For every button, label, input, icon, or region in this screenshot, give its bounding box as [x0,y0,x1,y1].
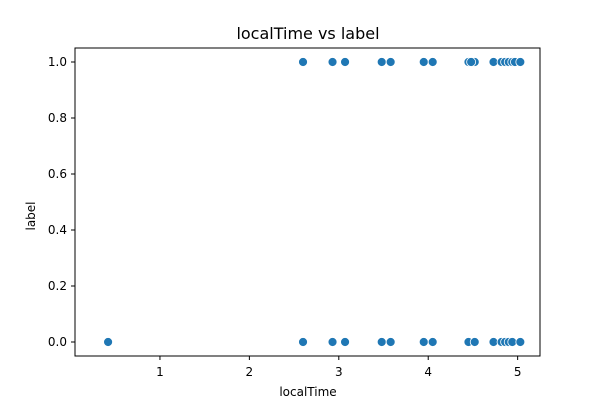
scatter-point [376,57,387,67]
chart-title: localTime vs label [236,24,379,43]
scatter-point [340,57,350,67]
y-tick-label: 0.0 [48,335,67,349]
scatter-point [340,337,350,347]
scatter-point [385,337,396,347]
x-axis: 1 2 3 4 5 [156,356,521,379]
x-tick-label: 2 [246,365,254,379]
scatter-point [515,57,526,67]
scatter-point [427,337,438,347]
scatter-point [298,57,308,67]
x-tick-label: 3 [335,365,343,379]
scatter-point [418,337,429,347]
data-points [103,57,526,347]
plot-area [74,47,541,357]
scatter-point [103,337,113,347]
x-tick-label: 1 [156,365,164,379]
scatter-point [466,57,477,67]
x-tick-label: 4 [424,365,432,379]
x-axis-label: localTime [279,385,336,399]
scatter-point [385,57,396,67]
plot-frame [74,47,541,357]
scatter-point [376,337,387,347]
scatter-point [515,337,526,347]
y-tick-label: 0.8 [48,111,67,125]
y-axis-label: label [24,201,38,230]
scatter-point [327,57,338,67]
y-axis: 0.0 0.2 0.4 0.6 0.8 1.0 [48,55,75,349]
y-tick-label: 1.0 [48,55,67,69]
y-tick-label: 0.6 [48,167,67,181]
scatter-point [298,337,308,347]
scatter-point [469,337,480,347]
y-tick-label: 0.2 [48,279,67,293]
scatter-point [427,57,438,67]
x-tick-label: 5 [514,365,522,379]
scatter-point [418,57,429,67]
scatter-point [327,337,338,347]
y-tick-label: 0.4 [48,223,67,237]
